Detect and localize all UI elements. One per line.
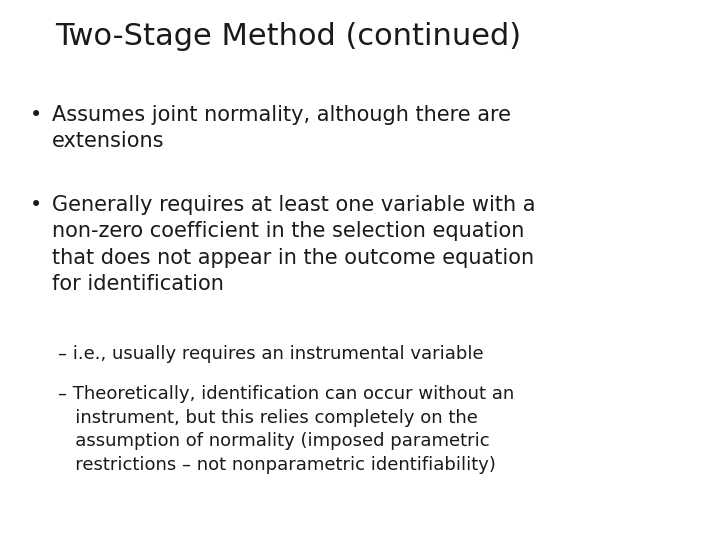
Text: – i.e., usually requires an instrumental variable: – i.e., usually requires an instrumental… xyxy=(58,345,484,363)
Text: •: • xyxy=(30,195,42,215)
Text: – Theoretically, identification can occur without an
   instrument, but this rel: – Theoretically, identification can occu… xyxy=(58,385,514,474)
Text: Assumes joint normality, although there are
extensions: Assumes joint normality, although there … xyxy=(52,105,511,151)
Text: Generally requires at least one variable with a
non-zero coefficient in the sele: Generally requires at least one variable… xyxy=(52,195,536,294)
Text: •: • xyxy=(30,105,42,125)
Text: Two-Stage Method (continued): Two-Stage Method (continued) xyxy=(55,22,521,51)
